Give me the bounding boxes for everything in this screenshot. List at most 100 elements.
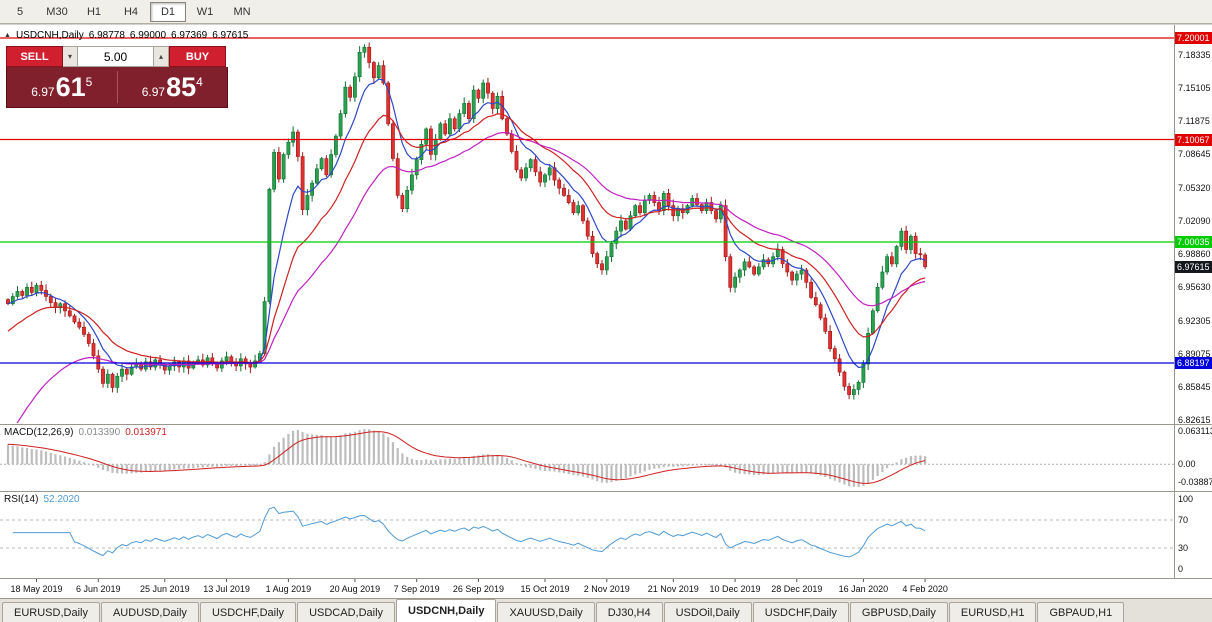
trade-panel-prices: 6.97 61 5 6.97 85 4 — [6, 67, 228, 108]
volume-dropdown-button[interactable]: ▾ — [63, 46, 78, 67]
ma-mid-line — [7, 113, 926, 364]
chart-tab-eurusd-daily[interactable]: EURUSD,Daily — [2, 602, 100, 622]
price-axis-label: 7.08645 — [1178, 149, 1211, 160]
trade-panel-divider — [116, 71, 118, 103]
price-axis-label: 6.89075 — [1178, 348, 1211, 359]
buy-price-display[interactable]: 6.97 85 4 — [118, 69, 228, 105]
chart-canvas[interactable] — [0, 25, 1212, 598]
date-axis-label: 15 Oct 2019 — [520, 584, 570, 594]
date-axis-label: 2 Nov 2019 — [583, 584, 630, 594]
symbol-tab-bar: EURUSD,Daily AUDUSD,Daily USDCHF,Daily USDC… — [0, 598, 1212, 622]
chart-tab-usdchf-daily[interactable]: USDCHF,Daily — [199, 602, 297, 622]
buy-button[interactable]: BUY — [169, 46, 226, 67]
timeframe-button-d1[interactable]: D1 — [150, 1, 186, 22]
price-axis-label: 7.05320 — [1178, 183, 1211, 193]
ohlc-high: 6.99000 — [129, 30, 167, 41]
buy-price-sup: 4 — [196, 75, 203, 89]
chart-tab-usdcnh-daily[interactable]: USDCNH,Daily — [396, 599, 497, 622]
sell-price-big: 61 — [55, 72, 86, 102]
chart-tab-xauusd-daily[interactable]: XAUUSD,Daily — [497, 602, 595, 622]
date-axis-label: 10 Dec 2019 — [709, 584, 761, 594]
price-axis-label: 6.82615 — [1178, 415, 1211, 425]
macd-axis-label: -0.038872 — [1178, 477, 1212, 487]
chart-tab-usdoil-daily[interactable]: USDOil,Daily — [663, 602, 752, 622]
price-axis-label: 6.95630 — [1178, 282, 1211, 293]
sell-price-display[interactable]: 6.97 61 5 — [7, 69, 117, 105]
rsi-indicator-name: RSI(14) — [4, 494, 39, 505]
timeframe-button-5[interactable]: 5 — [16, 5, 24, 18]
chart-area[interactable]: ▲ USDCNH,Daily 6.98778 6.99000 6.97369 6… — [0, 25, 1212, 598]
ma-slow-line — [16, 131, 926, 423]
chart-tab-usdcad-daily[interactable]: USDCAD,Daily — [297, 602, 396, 622]
macd-main-value: 0.013390 — [78, 427, 121, 438]
price-axis-label: 7.02090 — [1178, 216, 1211, 226]
timeframe-button-m30[interactable]: M30 — [46, 5, 68, 18]
date-axis-label: 25 Jun 2019 — [140, 584, 190, 594]
buy-price-big: 85 — [166, 72, 197, 102]
ma-fast-line — [7, 78, 926, 369]
rsi-line — [12, 506, 926, 558]
price-axis-label: 6.98860 — [1178, 249, 1211, 259]
chart-ohlc-header: ▲ USDCNH,Daily 6.98778 6.99000 6.97369 6… — [4, 30, 248, 41]
timeframe-button-w1[interactable]: W1 — [196, 5, 214, 18]
ohlc-open: 6.98778 — [88, 30, 125, 41]
price-axis-label: 7.15105 — [1178, 83, 1211, 94]
chart-tab-usdchf-daily[interactable]: USDCHF,Daily — [752, 602, 849, 622]
timeframe-button-h1[interactable]: H1 — [86, 5, 102, 18]
date-axis-label: 28 Dec 2019 — [771, 584, 823, 594]
date-axis-label: 16 Jan 2020 — [838, 584, 889, 594]
macd-signal-line — [7, 431, 926, 484]
date-axis-label: 26 Sep 2019 — [452, 584, 504, 594]
timeframe-button-mn[interactable]: MN — [233, 5, 251, 18]
rsi-value: 52.2020 — [43, 494, 80, 505]
price-axis-label: 6.92305 — [1178, 315, 1211, 326]
ohlc-low: 6.97369 — [171, 30, 208, 41]
macd-title: MACD(12,26,9) 0.013390 0.013971 — [4, 427, 167, 438]
rsi-axis-label: 100 — [1178, 494, 1194, 504]
chart-tab-eurusd-h1[interactable]: EURUSD,H1 — [948, 602, 1037, 622]
chart-tab-gbpaud-h1[interactable]: GBPAUD,H1 — [1037, 602, 1125, 622]
sell-price-sup: 5 — [85, 75, 93, 89]
date-axis-label: 7 Sep 2019 — [393, 584, 440, 594]
macd-axis-label: 0.063113 — [1178, 426, 1212, 436]
price-level-badge: 6.88197 — [1175, 356, 1212, 369]
rsi-axis-label: 70 — [1178, 515, 1189, 525]
price-axis-label: 7.18335 — [1178, 50, 1211, 61]
date-axis-label: 20 Aug 2019 — [329, 584, 381, 594]
date-axis-label: 6 Jun 2019 — [76, 584, 121, 594]
price-level-badge: 7.00035 — [1175, 236, 1212, 248]
sell-price-prefix: 6.97 — [31, 85, 55, 99]
sell-button[interactable]: SELL — [6, 46, 63, 67]
date-axis-label: 4 Feb 2020 — [902, 584, 948, 594]
macd-signal-value: 0.013971 — [125, 427, 167, 438]
macd-axis-label: 0.00 — [1178, 459, 1196, 470]
volume-stepper-button[interactable]: ▴ — [154, 46, 169, 67]
price-axis-label: 7.11875 — [1178, 116, 1210, 127]
date-axis-label: 1 Aug 2019 — [265, 584, 312, 594]
chart-tab-gbpusd-daily[interactable]: GBPUSD,Daily — [849, 602, 948, 622]
candlestick-series — [6, 42, 928, 400]
macd-indicator-name: MACD(12,26,9) — [4, 427, 74, 438]
rsi-title: RSI(14) 52.2020 — [4, 494, 80, 505]
rsi-axis-label: 0 — [1178, 564, 1184, 574]
date-axis-label: 13 Jul 2019 — [203, 584, 250, 594]
chart-symbol-label: USDCNH,Daily — [15, 30, 84, 41]
price-level-badge: 7.10067 — [1175, 133, 1212, 146]
current-price-badge: 6.97615 — [1175, 260, 1212, 273]
timeframe-button-group: 5 M30 H1 H4 D1 W1 MN — [2, 1, 260, 22]
price-level-badge: 7.20001 — [1175, 32, 1212, 44]
timeframe-toolbar: 5 M30 H1 H4 D1 W1 MN — [0, 0, 1212, 24]
rsi-axis-label: 30 — [1178, 543, 1189, 553]
volume-input[interactable] — [78, 46, 154, 67]
trade-panel-controls: SELL ▾ ▴ BUY — [6, 46, 228, 67]
timeframe-button-h4[interactable]: H4 — [123, 5, 139, 18]
chart-tab-dj30-h4[interactable]: DJ30,H4 — [595, 602, 663, 622]
chart-tab-audusd-daily[interactable]: AUDUSD,Daily — [100, 602, 199, 622]
date-axis-label: 18 May 2019 — [10, 584, 63, 594]
tick-direction-icon: ▲ — [4, 31, 11, 39]
price-axis-label: 6.85845 — [1178, 381, 1211, 392]
buy-price-prefix: 6.97 — [141, 85, 166, 99]
date-axis-label: 21 Nov 2019 — [647, 584, 699, 594]
